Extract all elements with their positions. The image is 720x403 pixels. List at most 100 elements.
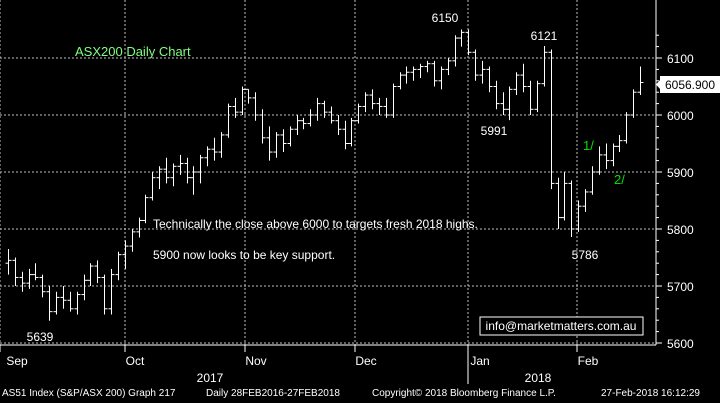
ohlc-bar [637,66,644,96]
footer-timestamp: 27-Feb-2018 16:12:29 [601,388,700,399]
ohlc-bar [348,117,355,147]
ohlc-bar [184,157,191,184]
ohlc-bar [355,103,362,124]
ohlc-bar [156,166,163,190]
ohlc-bar [115,251,122,281]
x-year-label: 2018 [525,371,552,385]
ohlc-bar [548,49,555,190]
ohlc-bar [369,89,376,110]
ohlc-bar [211,137,218,161]
x-month-label: Jan [470,354,489,368]
ohlc-bar [136,217,143,238]
ohlc-bar [294,115,301,135]
ohlc-bar [74,291,81,315]
ohlc-bar [12,257,19,286]
ohlc-bar [19,271,26,292]
ohlc-bar [438,66,445,90]
y-tick-label: 5600 [667,337,694,351]
ohlc-bar [197,154,204,184]
ohlc-bar [307,109,314,127]
ohlc-bar [541,46,548,87]
ohlc-bar [472,49,479,81]
ohlc-bar [493,80,500,110]
ohlc-bar [122,240,129,269]
price-bars [5,29,644,321]
ohlc-bar [403,66,410,84]
annotation-high-6121: 6121 [531,29,558,43]
ohlc-bar [397,72,404,90]
annotation-low-5991: 5991 [481,124,508,138]
ohlc-bar [39,274,46,298]
x-year-label: 2017 [197,371,224,385]
ohlc-bar [300,117,307,130]
annotation-high-6150: 6150 [432,11,459,25]
ohlc-bar [616,134,623,153]
ohlc-bar [108,268,115,315]
ohlc-bar [452,35,459,67]
ohlc-bar [465,29,472,56]
x-month-label: Oct [126,354,145,368]
ohlc-bar [568,180,575,237]
ohlc-bar [245,88,252,104]
ohlc-bar [610,143,617,167]
ohlc-bar [520,63,527,93]
ohlc-bar [163,157,170,184]
ohlc-bar [445,58,452,76]
ohlc-bar [321,100,328,118]
bloomberg-footer: AS51 Index (S&P/ASX 200) Graph 217 Daily… [0,386,720,403]
ohlc-bar [328,106,335,124]
x-month-label: Nov [245,354,266,368]
ohlc-bar [60,286,67,309]
last-price-tag: 6056.900 [656,76,720,93]
commentary-line-2: 5900 now looks to be key support. [153,248,335,262]
ohlc-bar [314,97,321,121]
ohlc-bar [266,126,273,161]
ohlc-bar [170,163,177,187]
contact-email-box: info@marketmatters.com.au [479,316,644,336]
ohlc-bar [506,86,513,121]
annotation-low-5786: 5786 [572,248,599,262]
last-price-label: 6056.900 [665,78,715,92]
ohlc-bar [94,260,101,284]
wave-label-1: 1/ [583,138,594,153]
ohlc-bar [46,286,53,321]
ohlc-bar [259,109,266,144]
x-month-label: Dec [355,354,376,368]
commentary-line-1: Technically the close above 6000 to targ… [153,217,478,231]
ohlc-bar [204,146,211,167]
ohlc-bar [623,112,630,144]
ohlc-bar [190,166,197,195]
ohlc-bar [142,194,149,224]
y-axis: 5600 5700 5800 5900 6000 6100 [656,34,694,351]
ohlc-bar [486,66,493,93]
y-tick-label: 6100 [667,52,694,66]
ohlc-bar [417,63,424,78]
x-month-label: Feb [578,354,599,368]
ohlc-bar [67,291,74,312]
ohlc-bar [410,66,417,81]
ohlc-bar [561,172,568,221]
ohlc-bar [534,80,541,113]
ohlc-bar [218,132,225,158]
ohlc-bar [479,60,486,84]
ohlc-bar [239,86,246,115]
ohlc-bar [383,97,390,118]
footer-range: Daily 28FEB2016-27FEB2018 [206,388,340,399]
chart-grid [0,0,656,345]
ohlc-bar [5,248,12,275]
ohlc-bar [101,274,108,315]
ohlc-bar [32,263,39,281]
y-tick-label: 5800 [667,223,694,237]
ohlc-bar [582,189,589,212]
ohlc-bar [555,177,562,229]
ohlc-bar [81,274,88,301]
ohlc-bar [458,29,465,47]
ohlc-bar [53,291,60,315]
ohlc-bar [513,72,520,96]
contact-email: info@marketmatters.com.au [486,319,637,333]
ohlc-bar [287,126,294,147]
ohlc-bar [342,120,349,150]
ohlc-bar [87,263,94,286]
